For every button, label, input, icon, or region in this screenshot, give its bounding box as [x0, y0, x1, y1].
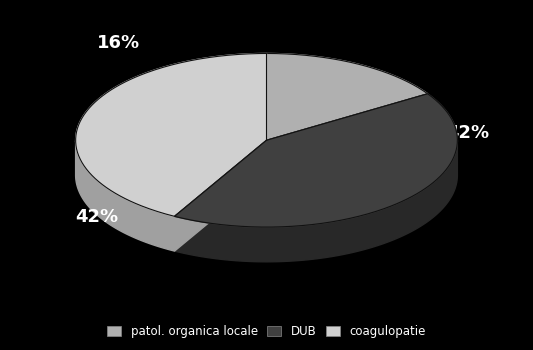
Polygon shape	[174, 94, 457, 227]
Polygon shape	[76, 141, 174, 251]
Text: 16%: 16%	[96, 34, 140, 52]
Polygon shape	[266, 54, 427, 140]
Text: 42%: 42%	[75, 208, 118, 226]
Polygon shape	[174, 140, 266, 251]
Polygon shape	[76, 54, 266, 216]
Polygon shape	[174, 140, 266, 251]
Legend: patol. organica locale, DUB, coagulopatie: patol. organica locale, DUB, coagulopati…	[102, 320, 431, 343]
Text: 42%: 42%	[447, 124, 489, 142]
Polygon shape	[174, 140, 457, 262]
